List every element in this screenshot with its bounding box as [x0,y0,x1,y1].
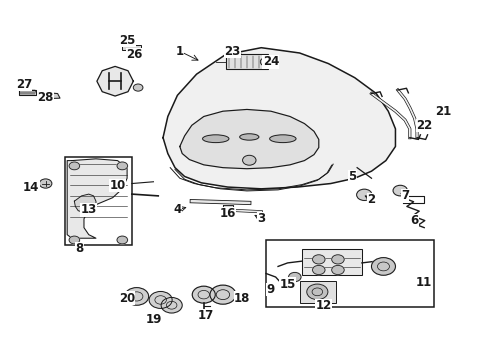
Text: 7: 7 [400,189,408,202]
Circle shape [149,292,172,309]
Text: 19: 19 [145,313,162,326]
Text: 6: 6 [409,214,418,227]
Circle shape [242,155,256,165]
Circle shape [69,162,80,170]
Circle shape [356,189,371,201]
Circle shape [288,273,301,282]
Text: 26: 26 [126,48,142,61]
Circle shape [40,179,52,188]
Text: 5: 5 [347,170,356,183]
Circle shape [69,236,80,244]
Text: 28: 28 [38,91,54,104]
Text: 8: 8 [75,242,83,255]
Text: 17: 17 [198,309,214,322]
Polygon shape [74,194,96,212]
Circle shape [260,58,271,66]
Text: 24: 24 [262,55,279,68]
Polygon shape [36,92,60,99]
Polygon shape [97,66,133,96]
Polygon shape [180,109,318,169]
Circle shape [392,185,407,196]
Circle shape [117,236,127,244]
Circle shape [371,258,395,275]
Text: 4: 4 [173,203,181,216]
Polygon shape [223,205,232,208]
Circle shape [117,162,127,170]
Bar [122,45,141,50]
Circle shape [331,255,344,264]
Text: 13: 13 [81,203,97,216]
Bar [302,249,361,275]
Text: 10: 10 [109,179,125,192]
Polygon shape [19,90,36,95]
Text: 9: 9 [266,283,274,296]
Circle shape [124,288,148,305]
Ellipse shape [269,135,295,143]
Circle shape [133,84,142,91]
Text: 3: 3 [257,212,265,225]
Text: 11: 11 [415,276,431,289]
Text: 1: 1 [175,45,183,58]
Ellipse shape [239,134,258,140]
Text: 27: 27 [16,78,32,91]
Bar [299,280,335,303]
Text: 15: 15 [279,278,295,291]
Circle shape [312,255,325,264]
Circle shape [209,285,235,304]
Text: 14: 14 [23,181,40,194]
Circle shape [192,286,215,303]
Bar [64,157,132,245]
Text: 16: 16 [219,207,235,220]
Circle shape [312,265,325,275]
Circle shape [331,265,344,275]
Bar [265,240,433,307]
Text: 25: 25 [119,34,135,47]
Polygon shape [67,159,127,238]
Text: 12: 12 [315,299,331,312]
Text: 22: 22 [415,119,431,132]
Ellipse shape [202,135,228,143]
Bar [225,54,267,69]
Text: 20: 20 [119,292,135,305]
Circle shape [306,284,327,300]
Text: 21: 21 [434,105,450,118]
Polygon shape [163,48,395,189]
Text: 18: 18 [233,292,250,305]
Circle shape [161,297,182,313]
Text: 2: 2 [366,193,375,206]
Text: 23: 23 [224,45,240,58]
